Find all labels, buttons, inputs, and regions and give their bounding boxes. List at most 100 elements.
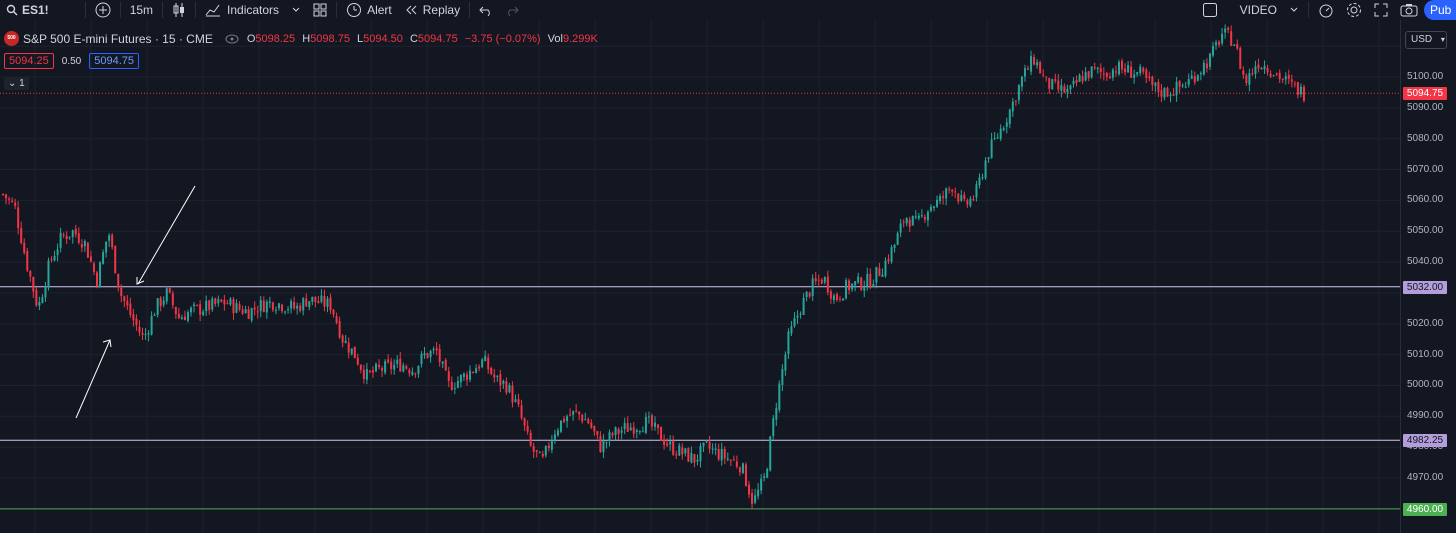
candle-body xyxy=(56,249,59,255)
undo-button[interactable] xyxy=(473,0,499,20)
legend-collapse-button[interactable]: ⌄ 1 xyxy=(4,77,29,90)
candle-body xyxy=(811,278,814,296)
price-axis[interactable]: USD ▾ 5100.00 5090.00 5080.00 5070.00 5060.0… xyxy=(1400,20,1456,533)
replay-button[interactable]: Replay xyxy=(398,0,466,20)
symbol-search[interactable]: ES1! xyxy=(0,0,55,20)
candle-body xyxy=(65,235,68,240)
price-chart[interactable] xyxy=(0,20,1400,533)
candle-body xyxy=(690,452,693,463)
currency-selector[interactable]: USD ▾ xyxy=(1405,31,1447,49)
candle-body xyxy=(826,276,829,293)
indicators-label: Indicators xyxy=(227,3,280,17)
candle-body xyxy=(284,311,287,313)
candle-body xyxy=(1175,81,1178,96)
ask-price-button[interactable]: 5094.75 xyxy=(89,53,139,69)
candle-body xyxy=(863,286,866,291)
candle-body xyxy=(899,223,902,233)
indicators-button[interactable]: Indicators xyxy=(199,0,285,20)
candle-body xyxy=(293,301,296,309)
snapshot-button[interactable] xyxy=(1394,0,1424,20)
candle-body xyxy=(1278,72,1281,80)
settings-button[interactable] xyxy=(1340,0,1368,20)
candle-body xyxy=(926,211,929,221)
candle-body xyxy=(429,351,432,358)
alert-button[interactable]: Alert xyxy=(340,0,398,20)
candle-body xyxy=(1230,31,1233,46)
video-dropdown[interactable] xyxy=(1283,0,1305,20)
candle-body xyxy=(587,419,590,424)
candle-body xyxy=(578,411,581,415)
currency-label: USD xyxy=(1411,34,1433,45)
chart-legend: 500 S&P 500 E-mini Futures · 15 · CME O5… xyxy=(4,31,602,46)
price-tick-label: 5070.00 xyxy=(1407,163,1444,175)
candle-body xyxy=(657,424,660,429)
candle-body xyxy=(993,137,996,139)
compare-button[interactable] xyxy=(89,0,117,20)
candle-body xyxy=(687,448,690,462)
candle-body xyxy=(1111,69,1114,78)
candle-body xyxy=(323,295,326,307)
candle-body xyxy=(177,313,180,319)
legend-title[interactable]: S&P 500 E-mini Futures · 15 · CME xyxy=(23,31,213,46)
candle-body xyxy=(341,335,344,343)
candle-body xyxy=(196,304,199,306)
candle-body xyxy=(1281,78,1284,80)
candle-body xyxy=(754,495,757,503)
undo-icon xyxy=(479,6,490,16)
chart-type-button[interactable] xyxy=(166,0,192,20)
interval-button[interactable]: 15m xyxy=(129,3,154,17)
candle-body xyxy=(893,244,896,248)
candle-body xyxy=(1215,42,1218,46)
indicators-dropdown[interactable] xyxy=(285,0,307,20)
candle-body xyxy=(117,273,120,288)
candle-body xyxy=(514,399,517,402)
candle-body xyxy=(411,372,414,375)
candle-body xyxy=(1302,86,1305,101)
layout-button[interactable] xyxy=(1196,0,1224,20)
candle-body xyxy=(672,440,675,455)
candle-body xyxy=(287,309,290,311)
candle-body xyxy=(405,366,408,369)
templates-button[interactable] xyxy=(307,0,333,20)
candle-body xyxy=(338,320,341,338)
bid-price-button[interactable]: 5094.25 xyxy=(4,53,54,69)
candle-body xyxy=(563,418,566,422)
eye-icon[interactable] xyxy=(225,34,239,44)
candle-body xyxy=(1027,68,1030,70)
candle-body xyxy=(838,298,841,300)
candle-body xyxy=(1060,85,1063,91)
candle-body xyxy=(190,307,193,313)
candle-body xyxy=(108,235,111,241)
candle-body xyxy=(623,423,626,429)
publish-button[interactable]: Pub xyxy=(1424,0,1456,20)
bid-ask-panel: 5094.25 0.50 5094.75 xyxy=(4,53,139,69)
candle-body xyxy=(905,217,908,224)
candle-body xyxy=(535,450,538,452)
fullscreen-button[interactable] xyxy=(1368,0,1394,20)
candle-body xyxy=(1102,73,1105,75)
candle-body xyxy=(220,299,223,302)
candle-body xyxy=(772,418,775,436)
candle-body xyxy=(1169,94,1172,96)
annotation-arrows xyxy=(75,185,196,419)
candle-body xyxy=(1248,73,1251,85)
candle-body xyxy=(126,301,129,306)
redo-button[interactable] xyxy=(499,0,525,20)
price-tick-label: 5010.00 xyxy=(1407,348,1444,360)
candle-body xyxy=(902,221,905,223)
candle-body xyxy=(271,302,274,310)
candle-body xyxy=(669,441,672,445)
candle-body xyxy=(751,492,754,504)
candle-body xyxy=(608,432,611,441)
candle-body xyxy=(241,309,244,314)
candle-body xyxy=(1157,81,1160,92)
candle-body xyxy=(280,304,283,312)
candle-body xyxy=(817,279,820,281)
gear-icon xyxy=(1347,3,1361,17)
quick-search-button[interactable] xyxy=(1312,0,1340,20)
price-tick-label: 5060.00 xyxy=(1407,194,1444,206)
candle-body xyxy=(702,442,705,447)
candle-body xyxy=(832,295,835,300)
candle-body xyxy=(171,293,174,306)
candle-body xyxy=(199,304,202,315)
